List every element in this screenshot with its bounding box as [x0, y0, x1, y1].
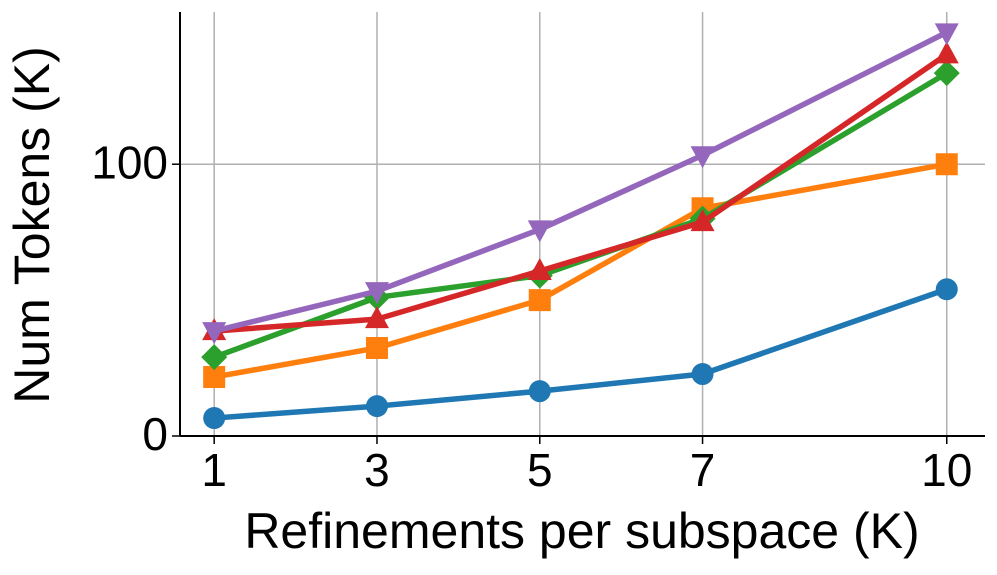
- x-tick-label: 10: [921, 444, 972, 496]
- marker: [201, 344, 228, 371]
- x-tick-label: 1: [201, 444, 227, 496]
- y-axis-label: Num Tokens (K): [4, 46, 60, 404]
- marker: [934, 23, 959, 46]
- marker: [691, 363, 714, 386]
- marker: [527, 220, 552, 243]
- marker: [690, 146, 715, 169]
- marker: [365, 395, 388, 418]
- x-tick-label: 7: [690, 444, 716, 496]
- marker: [203, 407, 226, 430]
- line: [213, 70, 949, 360]
- y-tick-label: 0: [142, 408, 168, 460]
- marker: [935, 153, 958, 176]
- x-tick-label: 3: [364, 444, 390, 496]
- marker: [202, 322, 227, 345]
- marker: [690, 209, 715, 232]
- y-tick-label: 100: [91, 136, 168, 188]
- marker: [528, 380, 551, 403]
- marker: [365, 336, 388, 359]
- line: [213, 286, 948, 421]
- x-tick-label: 5: [527, 444, 553, 496]
- marker: [364, 306, 389, 329]
- marker: [203, 366, 226, 389]
- marker: [934, 41, 959, 64]
- marker: [935, 278, 958, 301]
- marker: [933, 60, 960, 87]
- line: [213, 161, 948, 380]
- marker: [364, 282, 389, 305]
- marker: [527, 258, 552, 281]
- x-axis-label: Refinements per subspace (K): [244, 503, 919, 559]
- marker: [528, 289, 551, 312]
- line: [213, 52, 949, 334]
